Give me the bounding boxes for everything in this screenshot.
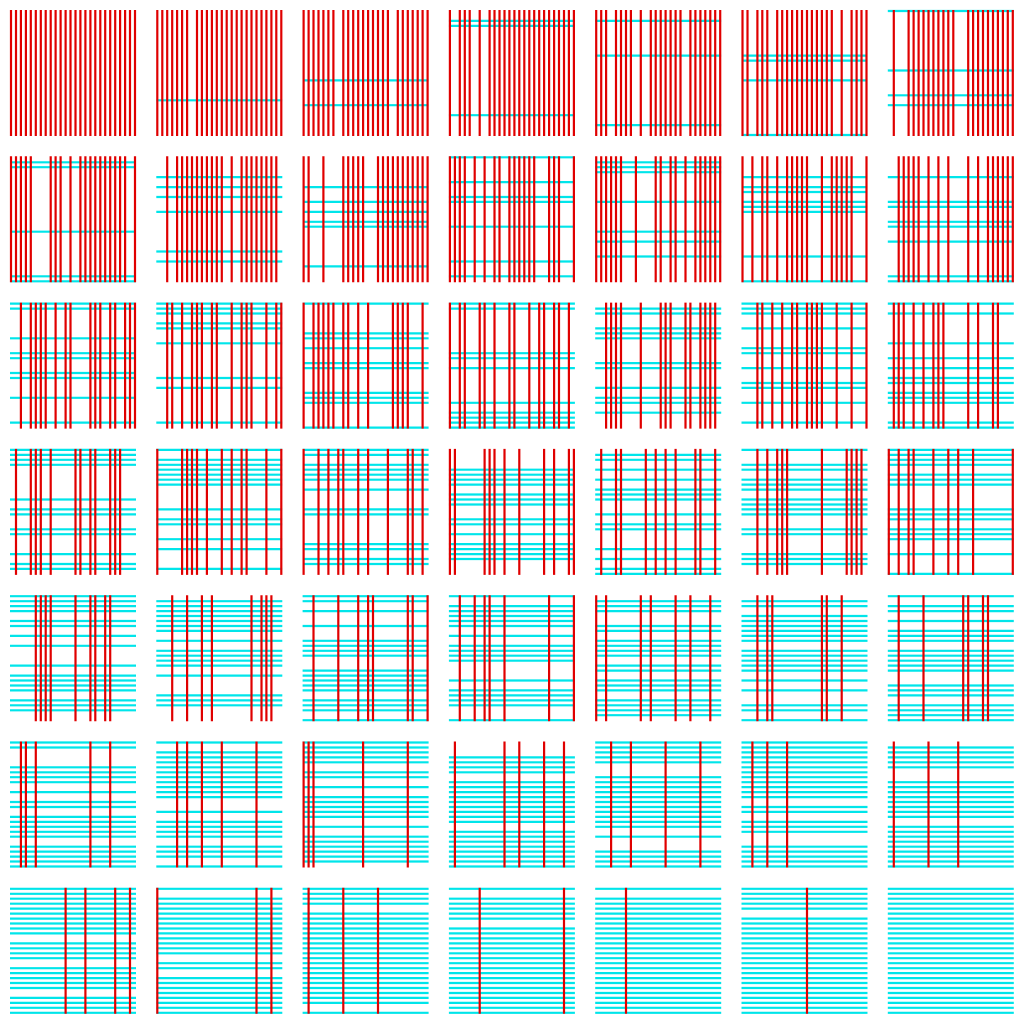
pattern-panel-r5-c3	[302, 595, 429, 722]
pattern-panel-r5-c1	[10, 595, 136, 722]
pattern-panel-r4-c4	[448, 448, 575, 575]
pattern-panel-r7-c6	[741, 887, 868, 1014]
pattern-panel-r4-c1	[10, 448, 136, 575]
pattern-panel-r5-c5	[595, 595, 722, 722]
pattern-panel-r3-c2	[156, 302, 283, 429]
pattern-panel-r5-c4	[448, 595, 575, 722]
pattern-panel-r2-c6	[741, 156, 868, 283]
pattern-panel-r4-c7	[887, 448, 1014, 575]
pattern-panel-r7-c4	[448, 887, 575, 1014]
pattern-panel-r7-c5	[595, 887, 722, 1014]
pattern-panel-r7-c7	[887, 887, 1014, 1014]
pattern-panel-r6-c4	[448, 741, 575, 868]
pattern-panel-r2-c5	[595, 156, 722, 283]
pattern-panel-r3-c5	[595, 302, 722, 429]
pattern-panel-r4-c5	[595, 448, 722, 575]
pattern-panel-r5-c2	[156, 595, 283, 722]
pattern-panel-r1-c2	[156, 10, 283, 136]
pattern-panel-r5-c7	[887, 595, 1014, 722]
pattern-panel-r2-c1	[9, 156, 137, 283]
pattern-panel-r3-c4	[448, 302, 575, 429]
pattern-panel-r3-c6	[741, 302, 868, 429]
pattern-panel-r7-c1	[10, 887, 136, 1014]
pattern-panel-r7-c3	[302, 887, 429, 1014]
pattern-panel-r1-c4	[448, 10, 575, 136]
pattern-panel-r6-c7	[887, 741, 1014, 868]
pattern-panel-r1-c3	[302, 10, 429, 136]
pattern-panel-r2-c4	[448, 156, 575, 283]
pattern-panel-r3-c3	[302, 302, 429, 429]
pattern-panel-r6-c5	[595, 741, 722, 868]
pattern-panel-r2-c7	[887, 156, 1014, 283]
pattern-panel-r1-c7	[887, 9, 1014, 136]
pattern-panel-r1-c1	[9, 10, 137, 136]
pattern-panel-r6-c3	[302, 741, 429, 868]
pattern-panel-r6-c1	[10, 741, 136, 868]
pattern-panel-r1-c5	[595, 10, 722, 136]
pattern-panel-r7-c2	[156, 887, 283, 1014]
pattern-panel-r4-c2	[156, 448, 283, 575]
pattern-panel-r6-c2	[156, 741, 283, 868]
pattern-panel-r3-c7	[887, 302, 1014, 429]
pattern-panel-r1-c6	[741, 10, 868, 137]
pattern-panel-r5-c6	[741, 595, 868, 722]
pattern-panel-r2-c3	[302, 156, 429, 283]
pattern-panel-r3-c1	[10, 302, 137, 429]
pattern-panel-r4-c6	[741, 448, 868, 575]
pattern-panel-r6-c6	[741, 741, 868, 868]
pattern-panel-r4-c3	[302, 448, 429, 575]
pattern-panel-r2-c2	[156, 156, 283, 283]
